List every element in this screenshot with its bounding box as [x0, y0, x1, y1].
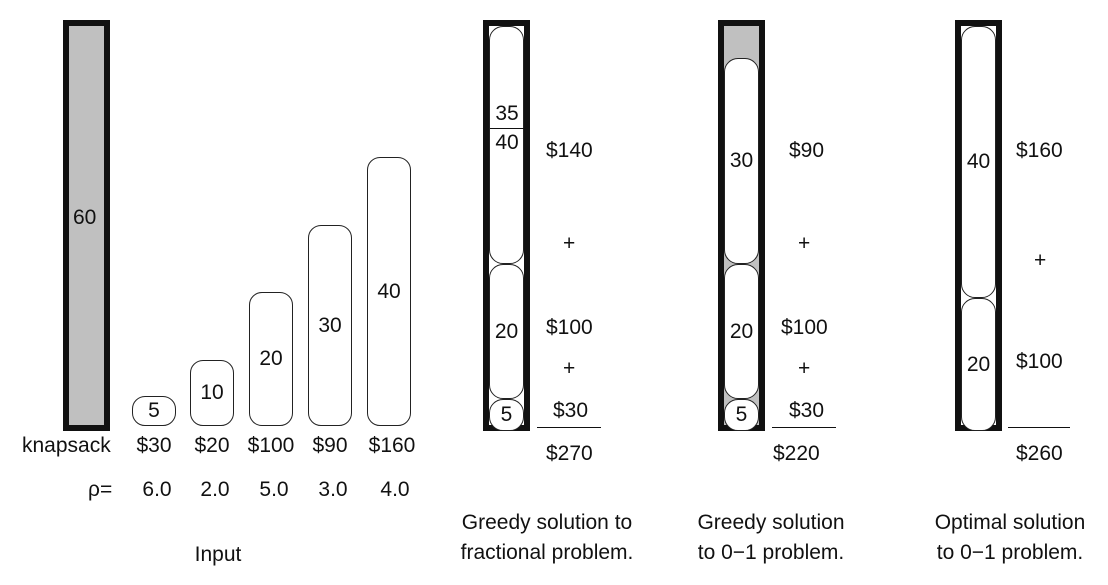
optimal-caption-line1: Optimal solution — [934, 511, 1086, 534]
item-weight-5: 5 — [724, 399, 759, 431]
greedy01-caption-line2: to 0−1 problem. — [697, 541, 845, 564]
item-rho-4: 3.0 — [318, 478, 348, 501]
item-weight-20: 20 — [724, 264, 759, 399]
fractional-caption-line2: fractional problem. — [460, 541, 634, 564]
item-rho-5: 4.0 — [380, 478, 410, 501]
item-value-5: $160 — [368, 434, 416, 457]
item-rho-3: 5.0 — [259, 478, 289, 501]
fractional-mid-value: $100 — [546, 316, 593, 339]
item-weight-30: 30 — [308, 225, 352, 426]
greedy01-total: $220 — [773, 442, 820, 465]
item-weight-5: 5 — [132, 396, 176, 426]
optimal-total: $260 — [1016, 442, 1063, 465]
item-rho-1: 6.0 — [142, 478, 172, 501]
plus-sign: + — [563, 232, 576, 255]
plus-sign: + — [798, 357, 811, 380]
fractional-total: $270 — [546, 442, 593, 465]
item-weight-5: 5 — [489, 399, 524, 431]
optimal-caption-line2: to 0−1 problem. — [936, 541, 1084, 564]
item-weight-30: 30 — [724, 58, 759, 264]
input-caption: Input — [194, 543, 242, 566]
item-rho-2: 2.0 — [200, 478, 230, 501]
item-fraction-40 — [489, 26, 524, 264]
knapsack-optimal: 40 20 — [955, 20, 1002, 431]
greedy01-top-value: $90 — [789, 139, 825, 162]
fraction-numerator: 35 — [495, 102, 519, 125]
knapsack-label: knapsack — [22, 434, 111, 457]
plus-sign: + — [1034, 249, 1047, 272]
item-value-1: $30 — [136, 434, 172, 457]
item-value-3: $100 — [247, 434, 295, 457]
plus-sign: + — [563, 357, 576, 380]
item-weight-10: 10 — [190, 360, 234, 426]
fraction-denominator: 40 — [495, 131, 519, 154]
greedy01-caption-line1: Greedy solution — [697, 511, 845, 534]
knapsack-capacity-label: 60 — [73, 206, 97, 229]
optimal-bottom-value: $100 — [1016, 350, 1063, 373]
knapsack-fractional: 20 5 — [483, 20, 530, 431]
rho-label: ρ= — [88, 478, 113, 501]
item-weight-40: 40 — [367, 157, 411, 426]
sum-line — [772, 427, 836, 428]
fractional-bottom-value: $30 — [553, 399, 589, 422]
fraction-35-40: 35 40 — [490, 102, 524, 155]
optimal-top-value: $160 — [1016, 139, 1063, 162]
fractional-caption-line1: Greedy solution to — [461, 511, 633, 534]
knapsack-greedy-01: 30 20 5 — [718, 20, 765, 431]
item-weight-20: 20 — [489, 264, 524, 399]
item-weight-20: 20 — [249, 292, 293, 426]
sum-line — [1008, 427, 1070, 428]
sum-line — [537, 427, 601, 428]
fractional-top-value: $140 — [546, 139, 593, 162]
item-weight-20: 20 — [961, 298, 996, 431]
item-value-4: $90 — [312, 434, 348, 457]
greedy01-bottom-value: $30 — [789, 399, 825, 422]
plus-sign: + — [798, 232, 811, 255]
item-value-2: $20 — [194, 434, 230, 457]
knapsack-container — [63, 20, 110, 431]
item-weight-40: 40 — [961, 26, 996, 298]
greedy01-mid-value: $100 — [781, 316, 828, 339]
